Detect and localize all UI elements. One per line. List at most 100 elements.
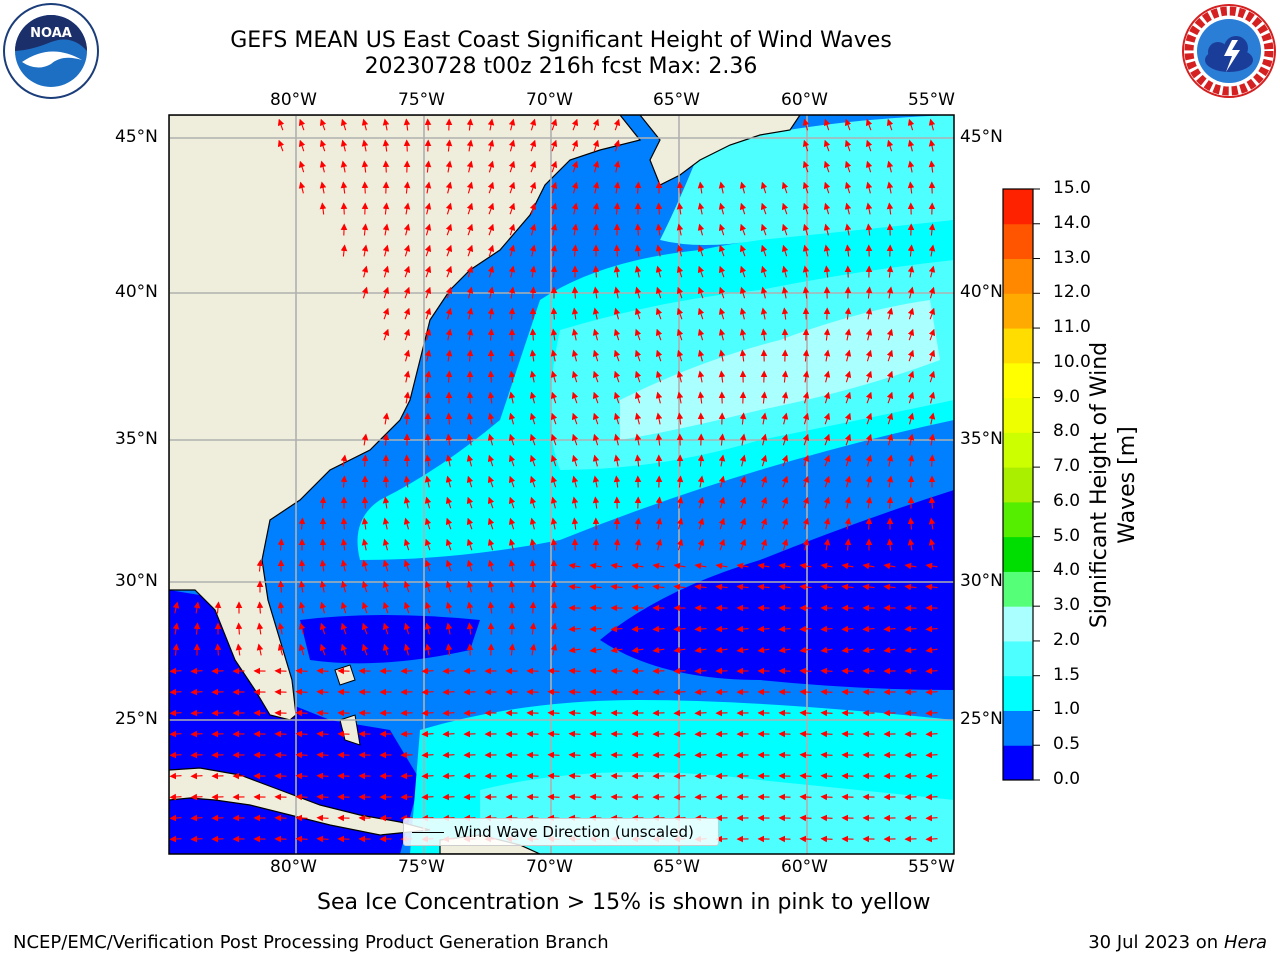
- wind-wave-arrow: [925, 583, 938, 591]
- wind-wave-arrow: [424, 391, 432, 404]
- wind-wave-arrow: [277, 538, 285, 551]
- colorbar-segment: [1003, 745, 1033, 781]
- wind-wave-arrow: [655, 328, 663, 341]
- wind-wave-arrow: [424, 622, 432, 635]
- wind-wave-arrow: [529, 475, 537, 488]
- wind-wave-arrow: [382, 496, 390, 509]
- wind-wave-arrow: [844, 370, 852, 383]
- wind-wave-arrow: [361, 286, 369, 299]
- wind-wave-arrow: [697, 286, 705, 299]
- wind-wave-arrow: [673, 751, 686, 759]
- wind-wave-arrow: [571, 328, 579, 341]
- wind-wave-arrow: [865, 454, 873, 467]
- colorbar-tick-label: 0.5: [1053, 734, 1081, 755]
- wind-wave-arrow: [781, 475, 789, 488]
- wind-wave-arrow: [550, 454, 558, 467]
- colorbar-tick-label: 9.0: [1053, 386, 1081, 407]
- lat-label-left-40n: 40°N: [115, 282, 158, 302]
- wind-wave-arrow: [571, 223, 579, 236]
- wind-wave-arrow: [508, 412, 516, 425]
- wind-wave-arrow: [841, 583, 854, 591]
- wind-wave-arrow: [760, 391, 768, 404]
- wind-wave-arrow: [907, 286, 915, 299]
- wind-wave-arrow: [865, 181, 873, 194]
- wind-wave-arrow: [508, 517, 516, 530]
- wind-wave-arrow: [907, 181, 915, 194]
- wind-wave-arrow: [694, 646, 707, 654]
- wind-wave-arrow: [781, 538, 789, 551]
- wind-wave-arrow: [571, 475, 579, 488]
- wind-wave-arrow: [655, 223, 663, 236]
- wind-wave-arrow: [907, 160, 915, 173]
- wind-wave-arrow: [928, 433, 936, 446]
- colorbar-segment: [1003, 362, 1033, 399]
- wind-wave-arrow: [673, 562, 686, 570]
- wind-wave-arrow: [190, 835, 203, 843]
- wind-wave-arrow: [823, 160, 831, 173]
- wind-wave-arrow: [319, 181, 327, 194]
- wind-wave-arrow: [652, 625, 665, 633]
- wind-wave-arrow: [697, 307, 705, 320]
- wind-wave-arrow: [169, 835, 182, 843]
- wind-wave-arrow: [718, 181, 726, 194]
- wind-wave-arrow: [904, 646, 917, 654]
- wind-wave-arrow: [445, 223, 453, 236]
- lon-label-bottom-80w: 80°W: [270, 857, 317, 877]
- wind-wave-arrow: [256, 622, 264, 635]
- lon-label-top-80w: 80°W: [270, 90, 317, 110]
- colorbar-segment: [1003, 397, 1033, 433]
- wind-wave-arrow: [652, 583, 665, 591]
- wind-wave-arrow: [865, 118, 873, 131]
- wind-wave-arrow: [550, 496, 558, 509]
- wind-wave-arrow: [799, 562, 812, 570]
- wind-wave-arrow: [508, 643, 516, 656]
- wind-wave-arrow: [697, 454, 705, 467]
- wind-wave-arrow: [652, 562, 665, 570]
- wind-wave-arrow: [424, 244, 432, 257]
- wind-wave-arrow: [172, 601, 180, 614]
- wind-wave-arrow: [673, 625, 686, 633]
- wind-wave-arrow: [673, 772, 686, 780]
- wind-wave-arrow: [214, 643, 222, 656]
- wind-wave-arrow: [571, 370, 579, 383]
- wind-wave-arrow: [592, 181, 600, 194]
- wind-wave-arrow: [445, 454, 453, 467]
- wind-wave-arrow: [613, 118, 621, 131]
- wind-wave-arrow: [886, 265, 894, 278]
- wind-wave-arrow: [403, 643, 411, 656]
- wind-wave-arrow: [568, 646, 581, 654]
- wind-wave-arrow: [361, 265, 369, 278]
- wind-wave-arrow: [298, 643, 306, 656]
- wind-wave-arrow: [718, 286, 726, 299]
- wind-wave-arrow: [907, 454, 915, 467]
- wind-wave-arrow: [823, 328, 831, 341]
- wind-wave-arrow: [844, 328, 852, 341]
- wind-wave-arrow: [295, 730, 308, 738]
- wind-wave-arrow: [865, 517, 873, 530]
- wind-wave-arrow: [631, 562, 644, 570]
- wind-wave-arrow: [655, 433, 663, 446]
- wind-wave-arrow: [442, 688, 455, 696]
- colorbar-tick-label: 0.0: [1053, 769, 1081, 789]
- wind-wave-arrow: [697, 475, 705, 488]
- wind-wave-arrow: [190, 793, 203, 801]
- wind-wave-arrow: [550, 244, 558, 257]
- wind-wave-arrow: [907, 412, 915, 425]
- wind-wave-arrow: [739, 181, 747, 194]
- wind-wave-arrow: [862, 625, 875, 633]
- wind-wave-arrow: [550, 118, 558, 131]
- wind-wave-arrow: [403, 412, 411, 425]
- lon-label-top-60w: 60°W: [781, 90, 828, 110]
- wind-wave-arrow: [466, 328, 474, 341]
- wind-wave-arrow: [319, 160, 327, 173]
- wind-wave-arrow: [844, 223, 852, 236]
- colorbar-tick-label: 14.0: [1053, 212, 1091, 233]
- wind-wave-arrow: [673, 688, 686, 696]
- wind-wave-arrow: [592, 202, 600, 215]
- wind-wave-arrow: [316, 814, 329, 822]
- wind-wave-arrow: [445, 643, 453, 656]
- wind-wave-arrow: [508, 580, 516, 593]
- lon-label-top-70w: 70°W: [526, 90, 573, 110]
- wind-wave-arrow: [256, 559, 264, 572]
- wind-wave-arrow: [487, 433, 495, 446]
